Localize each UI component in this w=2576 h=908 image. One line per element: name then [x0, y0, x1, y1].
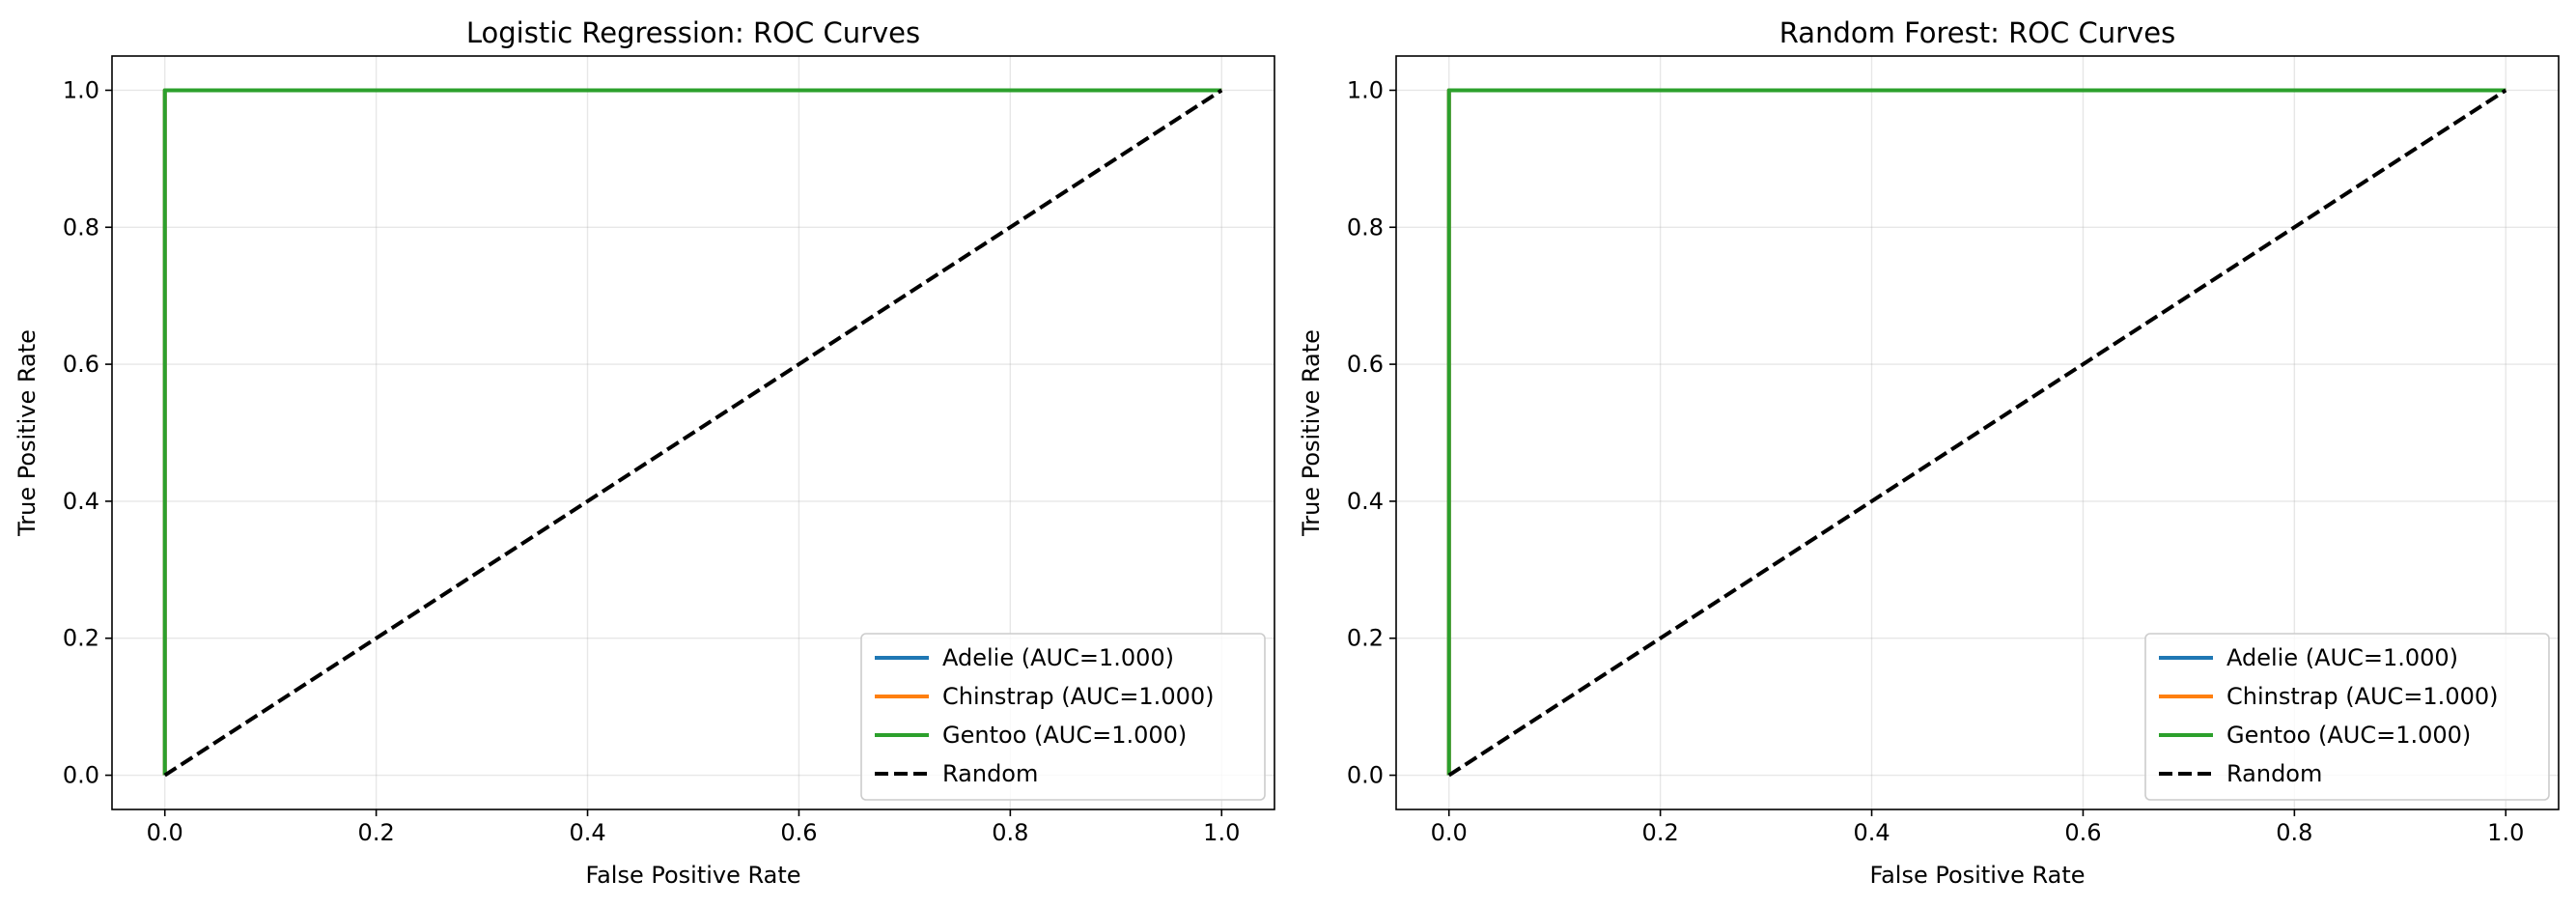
series-line-gentoo [162, 88, 1222, 776]
legend-label: Chinstrap (AUC=1.000) [942, 683, 1214, 710]
x-tick-label: 0.8 [992, 819, 1028, 846]
series-group [1446, 88, 2507, 778]
y-tick-label: 0.6 [63, 351, 99, 378]
y-axis-label: True Positive Rate [14, 329, 41, 537]
y-tick-label: 0.2 [1347, 625, 1384, 652]
y-axis-label: True Positive Rate [1298, 329, 1325, 537]
x-tick-label: 0.8 [2276, 819, 2312, 846]
legend: Adelie (AUC=1.000) Chinstrap (AUC=1.000) G… [2144, 633, 2550, 801]
chart-panel-2: 0.0 0.2 0.4 0.6 0.8 1.0 0.0 0.2 0.4 0.6 0.8 1.0 Rand… [1298, 16, 2560, 889]
x-axis-label: False Positive Rate [585, 862, 800, 889]
x-tick-label: 0.6 [780, 819, 817, 846]
x-tick-label: 1.0 [2487, 819, 2524, 846]
y-tick-label: 0.6 [1347, 351, 1384, 378]
legend-label: Chinstrap (AUC=1.000) [2226, 683, 2498, 710]
x-tick-label: 1.0 [1203, 819, 1240, 846]
legend: Adelie (AUC=1.000) Chinstrap (AUC=1.000) G… [860, 633, 1266, 801]
y-tick-label: 0.2 [63, 625, 99, 652]
series-line-random [163, 88, 1223, 778]
x-tick-label: 0.6 [2064, 819, 2101, 846]
chart-title: Logistic Regression: ROC Curves [466, 16, 920, 49]
x-tick-label: 0.2 [1642, 819, 1679, 846]
y-tick-label: 0.8 [1347, 213, 1384, 241]
x-axis-label: False Positive Rate [1869, 862, 2085, 889]
y-tick-label: 0.8 [63, 213, 99, 241]
y-tick-label: 0.0 [63, 762, 99, 789]
series-line-random [1447, 88, 2507, 778]
series-line-gentoo [1446, 88, 2506, 776]
legend-label: Gentoo (AUC=1.000) [942, 722, 1187, 749]
y-tick-label: 1.0 [63, 76, 99, 103]
y-tick-label: 0.4 [1347, 488, 1384, 515]
x-tick-label: 0.2 [358, 819, 395, 846]
axes-frame [1395, 55, 2560, 810]
axes-frame [111, 55, 1275, 810]
series-group [162, 88, 1223, 778]
legend-box [2144, 633, 2550, 801]
legend-label: Random [2226, 760, 2322, 787]
legend-label: Random [942, 760, 1038, 787]
chart-panel-1: 0.0 0.2 0.4 0.6 0.8 1.0 0.0 0.2 0.4 0.6 0.8 1.0 Logi… [14, 16, 1275, 889]
legend-label: Gentoo (AUC=1.000) [2226, 722, 2471, 749]
y-tick-label: 0.4 [63, 488, 99, 515]
chart-title: Random Forest: ROC Curves [1779, 16, 2175, 49]
x-tick-label: 0.0 [147, 819, 183, 846]
legend-label: Adelie (AUC=1.000) [2226, 644, 2458, 671]
y-tick-label: 0.0 [1347, 762, 1384, 789]
x-tick-label: 0.4 [1853, 819, 1890, 846]
x-tick-label: 0.4 [569, 819, 605, 846]
y-tick-label: 1.0 [1347, 76, 1384, 103]
x-tick-label: 0.0 [1431, 819, 1468, 846]
legend-label: Adelie (AUC=1.000) [942, 644, 1174, 671]
legend-box [860, 633, 1266, 801]
